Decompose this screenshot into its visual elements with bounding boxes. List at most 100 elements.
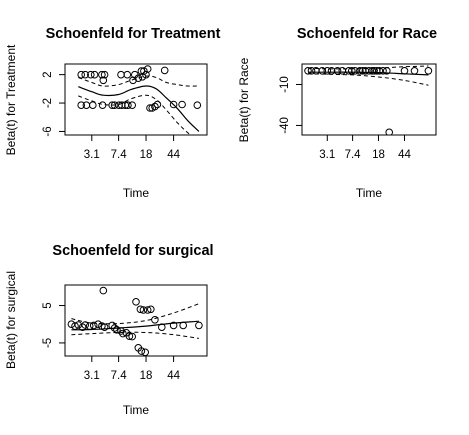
x-tick-label: 7.4 [345, 149, 362, 161]
residual-point [169, 321, 178, 330]
x-tick-label: 44 [398, 149, 411, 161]
residual-point [143, 65, 152, 73]
residual-point [141, 348, 149, 356]
residual-point [132, 298, 140, 306]
y-tick-label: -10 [279, 76, 291, 93]
residual-point [410, 67, 419, 75]
residual-point [400, 67, 409, 75]
residual-point [379, 67, 387, 75]
residual-point [351, 67, 359, 75]
y-tick-label: 2 [42, 71, 54, 77]
residual-point [375, 67, 384, 75]
upper-band-line [71, 303, 200, 325]
residual-point [356, 67, 364, 75]
x-tick-label: 44 [167, 149, 180, 161]
residual-point [137, 347, 146, 355]
residual-point [348, 67, 356, 75]
residual-point [153, 100, 162, 109]
x-tick-label: 3.1 [319, 149, 335, 161]
residual-point [304, 67, 312, 75]
residual-point [193, 101, 202, 109]
x-axis-label: Time [123, 186, 150, 200]
residual-point [128, 101, 136, 109]
x-tick-label: 3.1 [84, 370, 100, 382]
y-axis-label: Beta(t) for surgical [4, 271, 18, 369]
residual-point [99, 286, 108, 295]
residual-point [160, 66, 169, 75]
residual-point [365, 67, 373, 75]
residual-point [179, 321, 187, 330]
residual-point [385, 128, 393, 135]
chart-title: Schoenfeld for Treatment [46, 26, 221, 42]
residual-point [125, 332, 134, 341]
residual-point [178, 100, 186, 109]
residual-point [81, 70, 89, 79]
residual-point [151, 102, 159, 111]
residual-point [119, 329, 127, 338]
plot-area [67, 286, 203, 356]
residual-point [146, 104, 154, 112]
y-tick-label: 5 [42, 302, 54, 308]
residual-point [424, 67, 433, 75]
plot-frame [64, 63, 208, 136]
residual-point [318, 67, 327, 75]
residual-point [98, 101, 107, 109]
residual-point [94, 320, 102, 329]
residual-point [136, 305, 145, 314]
residual-point [100, 323, 109, 332]
residual-point [147, 305, 155, 314]
residual-point [110, 324, 119, 332]
y-axis-label: Beta(t) for Treatment [4, 44, 18, 155]
residual-point [129, 76, 137, 85]
residual-point [383, 67, 391, 75]
x-axis-label: Time [356, 186, 383, 200]
residual-point [307, 67, 316, 75]
residual-point [143, 306, 152, 314]
residual-point [100, 70, 109, 79]
residual-point [134, 74, 143, 82]
residual-point [195, 321, 203, 330]
residual-point [128, 332, 136, 341]
residual-point [333, 67, 342, 75]
residual-point [138, 73, 147, 81]
plot-frame [64, 284, 208, 357]
residual-point [139, 306, 148, 314]
x-axis-label: Time [123, 403, 150, 417]
chart-title: Schoenfeld for surgical [52, 243, 213, 259]
residual-point [370, 67, 378, 75]
plot-area [77, 65, 202, 135]
chart-panel: Schoenfeld for surgical 3.1 7.4 18 44 Time 5 -5… [4, 243, 214, 417]
residual-point [78, 323, 87, 332]
residual-point [81, 321, 89, 329]
residual-point [108, 321, 116, 330]
residual-point [124, 101, 132, 109]
residual-point [87, 70, 95, 79]
residual-point [89, 321, 98, 330]
residual-point [77, 101, 85, 109]
y-tick-label: -6 [42, 126, 54, 136]
residual-point [151, 316, 159, 324]
residual-point [71, 322, 79, 330]
residual-point [327, 67, 336, 75]
residual-point [158, 323, 166, 332]
y-tick-label: -40 [279, 117, 291, 134]
x-tick-label: 18 [140, 370, 153, 382]
y-tick-label: -5 [42, 338, 54, 348]
x-tick-label: 7.4 [111, 149, 128, 161]
y-axis-label: Beta(t) for Race [237, 57, 251, 142]
x-tick-label: 44 [167, 370, 180, 382]
residual-point [85, 322, 94, 330]
residual-point [338, 67, 347, 75]
residual-point [99, 76, 108, 85]
x-tick-label: 18 [140, 149, 153, 161]
residual-point [169, 100, 178, 109]
residual-point [89, 101, 97, 109]
plot-frame [301, 63, 437, 136]
chart-title: Schoenfeld for Race [297, 26, 437, 42]
smooth-curve [78, 85, 200, 132]
x-tick-label: 18 [372, 149, 385, 161]
residual-point [98, 70, 106, 79]
residual-point [113, 326, 121, 334]
residual-point [110, 101, 119, 109]
